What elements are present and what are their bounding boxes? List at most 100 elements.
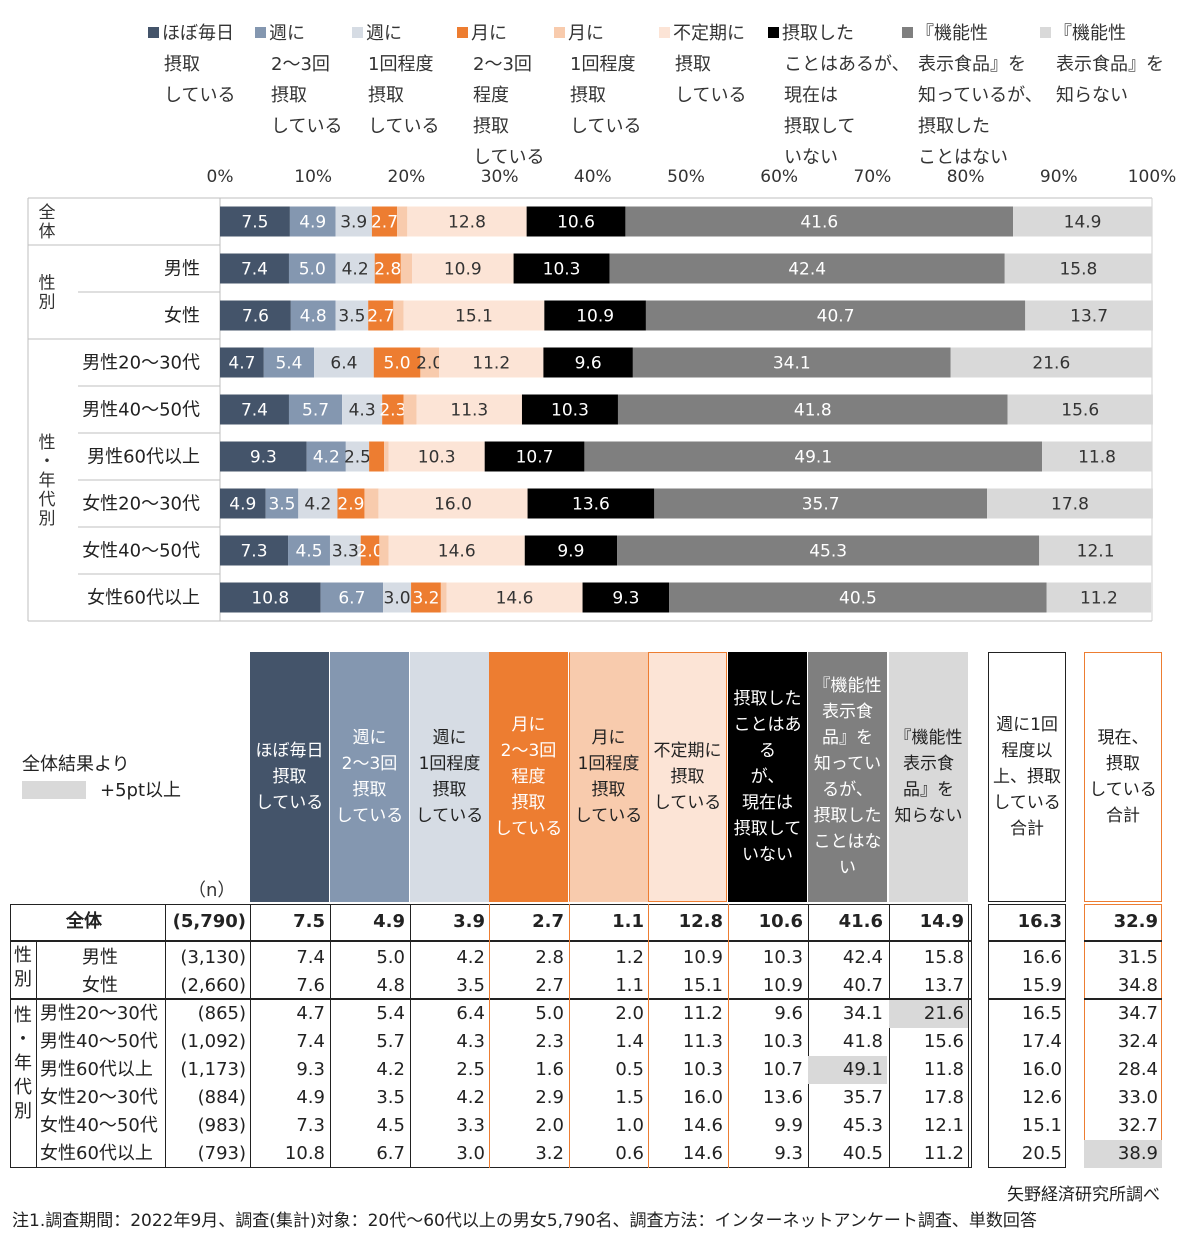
table-row: 男性20～30代 (865) 4.7 5.4 6.4 5.0 2.0 11.2 9.6 34.1 2… [0,1000,1200,1028]
column-divider [569,904,570,1168]
legend-swatch [554,27,565,38]
bar-data-label: 35.7 [802,495,840,515]
bar-data-label: 4.9 [299,213,326,233]
legend-text: ほぼ毎日 [148,18,235,49]
bar-data-label: 13.7 [1070,307,1108,327]
table-cell: 10.9 [682,947,723,968]
bar-data-label: 12.1 [1077,542,1115,562]
bar-segment [288,394,343,425]
legend-text: 摂取 [570,85,606,106]
table-cell: 7.4 [296,947,325,968]
bar-segment [329,535,361,566]
category-label: 男性20～30代 [82,353,200,374]
bar-segment [335,206,372,237]
bar-segment [306,441,346,472]
column-header: 『機能性 表示食 品』を 知ってい るが、 摂取した ことはない [808,652,887,902]
table-cell: 10.3 [682,1059,723,1080]
bar-segment [335,300,369,331]
bar-segment [220,394,289,425]
bar-data-label: 40.7 [817,307,855,327]
table-cell: 3.9 [453,911,485,932]
table-cell: 1.2 [615,947,644,968]
bar-segment [382,394,404,425]
bar-segment [220,535,289,566]
bar-data-label: 41.6 [800,213,838,233]
legend-text: 1回程度 [368,54,434,75]
legend-text: 『機能性 [1040,18,1164,49]
x-tick-label: 30% [481,167,519,187]
table-cell: 10.9 [762,975,803,996]
legend-text: 知っているが、 [918,85,1043,106]
column-divider [648,904,649,1168]
total-cell: 28.4 [1117,1059,1158,1080]
x-tick-label: 60% [760,167,798,187]
row-label: 全体 [66,911,102,932]
bar-segment [397,206,408,237]
bar-segment [1046,582,1152,613]
legend-text: 程度 [473,85,509,106]
legend-text: 不定期に [659,18,746,49]
table-cell: 1.5 [615,1087,644,1108]
legend-text: 摂取 [271,85,307,106]
legend-swatch [148,27,159,38]
table-row: 男性 (3,130) 7.4 5.0 4.2 2.8 1.2 10.9 10.3 42.4 15.8… [0,944,1200,972]
legend-item: 不定期に 摂取 している [659,18,746,111]
table-row: 女性 (2,660) 7.6 4.8 3.5 2.7 1.1 15.1 10.9 40.7 13.7… [0,972,1200,1000]
table-cell: 3.3 [456,1115,485,1136]
legend-swatch [902,27,913,38]
bar-segment [378,488,528,519]
table-cell: 4.2 [376,1059,405,1080]
table-cell: 49.1 [808,1056,887,1084]
bar-data-label: 15.8 [1059,260,1097,280]
legend-item: 『機能性 表示食品』を 知らない [1040,18,1164,111]
bar-segment [625,206,1014,237]
table-cell: 1.1 [615,975,644,996]
row-n: (1,092) [180,1031,246,1052]
bar-segment [524,535,618,566]
column-divider [165,904,166,1168]
bar-data-label: 7.3 [240,542,267,562]
x-tick-label: 0% [207,167,234,187]
bar-segment [388,535,525,566]
bar-data-label: 14.9 [1064,213,1102,233]
table-cell: 4.2 [456,947,485,968]
bar-segment [1004,253,1152,284]
table-cell: 10.3 [762,947,803,968]
table-cell: 1.0 [615,1115,644,1136]
table-cell: 4.8 [376,975,405,996]
bar-data-label: 7.5 [241,213,268,233]
column-divider [410,904,411,1168]
legend-text: 摂取 [164,54,200,75]
bar-segment [320,582,384,613]
total-cell: 17.4 [1021,1031,1062,1052]
legend-text: 月に [554,18,641,49]
bar-data-label: 9.3 [612,589,639,609]
bar-data-label: 11.2 [1080,589,1118,609]
total-cell: 16.5 [1021,1003,1062,1024]
total-cell: 38.9 [1084,1140,1162,1168]
legend-text: 週に [255,18,342,49]
bar-segment [393,300,404,331]
group-divider [10,998,972,1000]
bar-segment [654,488,988,519]
total-cell: 20.5 [1021,1143,1062,1164]
bar-data-label: 3.5 [268,495,295,515]
bar-data-label: 2.8 [374,260,401,280]
bar-data-label: 3.3 [332,542,359,562]
column-header: ほぼ毎日 摂取 している [250,652,329,902]
row-n: (1,173) [180,1059,246,1080]
bar-segment [345,441,370,472]
bar-data-label: 10.3 [418,448,456,468]
legend-text: している [570,116,642,137]
bar-data-label: 3.0 [384,589,411,609]
legend-text: 1回程度 [570,54,636,75]
column-divider [808,904,809,1168]
bar-data-label: 9.6 [575,354,602,374]
bar-segment [220,488,266,519]
table-group-label: 性 ・ 年 代 別 [14,1005,32,1122]
bar-segment [416,394,522,425]
table-row: 女性40～50代 (983) 7.3 4.5 3.3 2.0 1.0 14.6 9.9 45.3 1… [0,1112,1200,1140]
bar-data-label: 2.9 [337,495,364,515]
table-cell: 42.4 [842,947,883,968]
bar-segment [368,300,394,331]
